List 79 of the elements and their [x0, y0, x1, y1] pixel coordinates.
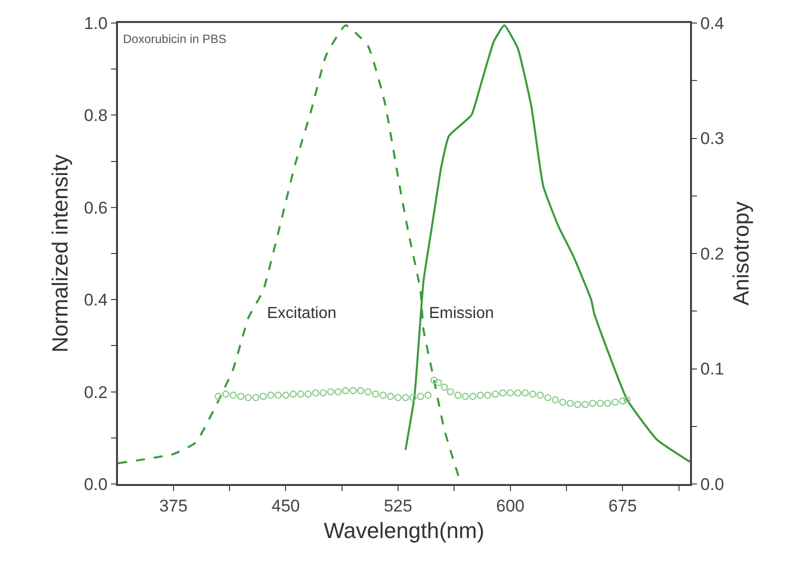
point — [386, 392, 394, 400]
point — [402, 394, 410, 402]
y2-axis-title: Anisotropy — [728, 202, 754, 306]
point — [552, 396, 559, 404]
point — [476, 392, 484, 399]
x-tick-label: 450 — [272, 496, 300, 516]
point — [244, 394, 252, 402]
y-tick-label: 1.0 — [84, 14, 108, 33]
annotation: Doxorubicin in PBS — [123, 32, 226, 46]
point — [469, 392, 476, 400]
point — [574, 400, 582, 408]
point — [582, 400, 589, 408]
point — [334, 388, 342, 396]
point — [454, 392, 462, 399]
point — [304, 390, 312, 398]
point — [327, 388, 334, 396]
point — [434, 378, 442, 386]
x-tick-label: 525 — [384, 496, 412, 516]
point — [506, 389, 514, 397]
point — [499, 389, 506, 397]
point — [372, 390, 380, 398]
x-tick-label: 375 — [159, 496, 188, 516]
y-axis-title: Normalized intensity — [47, 154, 72, 353]
point — [484, 392, 492, 399]
point — [274, 392, 282, 399]
point — [544, 394, 552, 402]
point — [394, 394, 402, 402]
point — [214, 392, 222, 400]
point — [529, 390, 536, 398]
y2-tick-label: 0.1 — [700, 360, 724, 379]
point — [379, 392, 387, 399]
point — [440, 384, 448, 391]
point — [514, 389, 522, 397]
point — [566, 400, 574, 407]
point — [604, 400, 612, 407]
point — [230, 392, 237, 399]
point — [356, 387, 364, 394]
x-tick-label: 675 — [608, 496, 637, 516]
point — [237, 392, 244, 400]
point — [612, 398, 619, 406]
point — [222, 390, 230, 398]
y-tick-label: 0.6 — [84, 198, 108, 218]
point — [282, 392, 290, 399]
y-tick-label: 0.2 — [84, 382, 108, 402]
point — [312, 389, 320, 397]
point — [536, 392, 544, 399]
point — [290, 390, 297, 398]
point — [430, 376, 438, 384]
point — [260, 392, 267, 400]
y-tick-label: 0.4 — [84, 290, 108, 310]
point — [589, 400, 596, 407]
point — [320, 389, 327, 397]
point — [462, 392, 469, 400]
point — [596, 400, 604, 407]
point — [559, 398, 566, 406]
point — [252, 394, 260, 402]
x-tick-label: 600 — [496, 496, 524, 516]
y2-tick-label: 0.0 — [700, 474, 724, 494]
y2-tick-label: 0.4 — [700, 14, 724, 33]
series-label: Excitation — [267, 305, 336, 322]
point — [267, 392, 274, 399]
point — [619, 397, 626, 405]
point — [624, 396, 631, 404]
y2-tick-label: 0.2 — [700, 244, 724, 264]
point — [446, 388, 454, 396]
y2-tick-label: 0.3 — [700, 129, 724, 148]
point — [492, 390, 499, 398]
point — [297, 390, 304, 398]
y-tick-label: 0.0 — [84, 474, 108, 494]
point — [342, 387, 350, 394]
series-label: Emission — [429, 305, 494, 322]
point — [349, 387, 357, 394]
y-tick-label: 0.8 — [84, 106, 108, 126]
point — [364, 388, 372, 396]
point — [424, 392, 432, 399]
point — [409, 394, 417, 402]
point — [522, 389, 529, 397]
point — [416, 392, 424, 400]
x-axis-title: Wavelength(nm) — [324, 518, 484, 543]
